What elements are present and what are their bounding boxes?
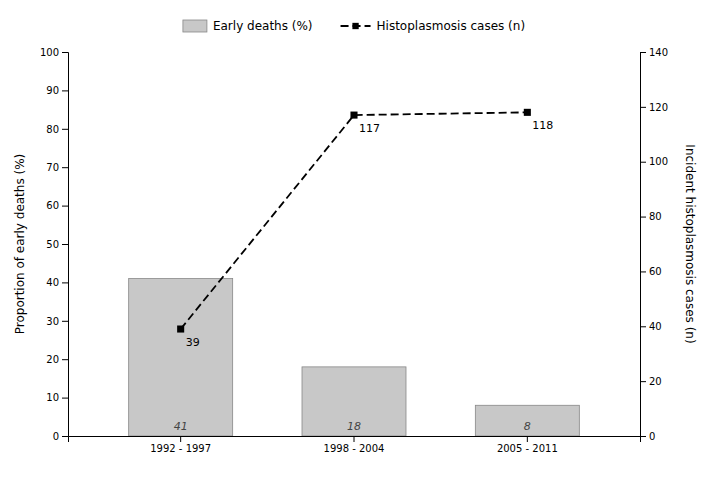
legend-item: Histoplasmosis cases (n) xyxy=(341,19,526,33)
y2-tick-label: 140 xyxy=(649,47,668,58)
y2-tick: 40 xyxy=(640,321,662,332)
y2-tick-mark xyxy=(640,52,646,53)
chart: 1992 - 1997 1998 - 2004 2005 - 2011 0 10 20 30… xyxy=(0,0,712,480)
y-tick-mark xyxy=(62,398,68,399)
bar xyxy=(475,405,579,436)
axis-line xyxy=(69,437,641,443)
y-tick-label: 70 xyxy=(46,162,59,173)
bar xyxy=(129,279,233,436)
y-tick-mark xyxy=(62,436,68,437)
bar xyxy=(302,367,406,436)
y-tick: 10 xyxy=(46,392,68,403)
y-tick-label: 40 xyxy=(46,277,59,288)
data-labels: 41 18 8 39 117 118 xyxy=(174,119,554,433)
y-tick-label: 100 xyxy=(40,47,59,58)
y-tick-label: 0 xyxy=(53,431,59,442)
y2-tick-mark xyxy=(640,162,646,163)
y-tick: 0 xyxy=(53,431,68,442)
x-axis: 1992 - 1997 1998 - 2004 2005 - 2011 xyxy=(69,436,641,454)
y-tick-label: 50 xyxy=(46,239,59,250)
y-tick-label: 60 xyxy=(46,200,59,211)
plot: 1992 - 1997 1998 - 2004 2005 - 2011 0 10 20 30… xyxy=(40,47,668,454)
x-tick-mark xyxy=(354,436,355,442)
y2-tick-label: 80 xyxy=(649,211,662,222)
line-label: 118 xyxy=(532,119,553,132)
marker xyxy=(524,109,531,116)
y2-tick-mark xyxy=(640,326,646,327)
legend: Early deaths (%) Histoplasmosis cases (n) xyxy=(183,19,525,33)
y2-tick: 80 xyxy=(640,211,662,222)
y-tick: 80 xyxy=(46,124,68,135)
legend-label: Early deaths (%) xyxy=(213,19,313,33)
legend-swatch xyxy=(183,20,207,32)
legend-marker xyxy=(352,23,358,29)
axis-line xyxy=(641,53,647,437)
line-label: 39 xyxy=(186,336,200,349)
y2-tick-mark xyxy=(640,271,646,272)
bar-label: 41 xyxy=(174,420,188,433)
bar-label: 18 xyxy=(347,420,361,433)
y2-tick: 140 xyxy=(640,47,668,58)
y-tick: 40 xyxy=(46,277,68,288)
y-tick-mark xyxy=(62,206,68,207)
x-tick-label: 2005 - 2011 xyxy=(497,443,558,454)
y2-tick-mark xyxy=(640,107,646,108)
y2-tick: 120 xyxy=(640,102,668,113)
y-tick-label: 80 xyxy=(46,124,59,135)
y2-tick-label: 40 xyxy=(649,321,662,332)
y2-tick: 60 xyxy=(640,266,662,277)
y-tick-mark xyxy=(62,282,68,283)
x-tick-label: 1998 - 2004 xyxy=(324,443,385,454)
y-tick-mark xyxy=(62,129,68,130)
y-axis: 0 10 20 30 40 50 60 70 80 90 100 xyxy=(40,47,69,442)
marker xyxy=(177,325,184,332)
y2-tick-mark xyxy=(640,217,646,218)
y-tick-mark xyxy=(62,321,68,322)
y-tick: 30 xyxy=(46,316,68,327)
y2-tick: 20 xyxy=(640,376,662,387)
y-tick-mark xyxy=(62,52,68,53)
y2-axis-title: Incident histoplasmosis cases (n) xyxy=(683,144,697,343)
y-tick: 50 xyxy=(46,239,68,250)
y2-tick: 100 xyxy=(640,156,668,167)
marks xyxy=(129,109,580,436)
x-tick-label: 1992 - 1997 xyxy=(150,443,211,454)
y-tick: 20 xyxy=(46,354,68,365)
y2-tick-mark xyxy=(640,381,646,382)
line xyxy=(181,112,528,329)
y-tick: 70 xyxy=(46,162,68,173)
y-tick-mark xyxy=(62,167,68,168)
line-label: 117 xyxy=(359,122,380,135)
axis-line xyxy=(62,53,69,437)
marker xyxy=(350,112,357,119)
y-tick: 60 xyxy=(46,200,68,211)
y-tick-label: 10 xyxy=(46,392,59,403)
x-tick-mark xyxy=(527,436,528,442)
y2-tick-label: 60 xyxy=(649,266,662,277)
x-tick: 1998 - 2004 xyxy=(324,436,385,454)
y-tick-mark xyxy=(62,244,68,245)
y2-tick: 0 xyxy=(640,431,655,442)
legend-label: Histoplasmosis cases (n) xyxy=(377,19,526,33)
y-tick: 100 xyxy=(40,47,68,58)
y2-axis: 0 20 40 60 80 100 120 140 xyxy=(640,47,668,442)
x-tick: 1992 - 1997 xyxy=(150,436,211,454)
y-tick-mark xyxy=(62,90,68,91)
y2-tick-label: 100 xyxy=(649,156,668,167)
y-axis-title: Proportion of early deaths (%) xyxy=(13,154,27,335)
y-tick-mark xyxy=(62,359,68,360)
y-tick-label: 90 xyxy=(46,85,59,96)
x-tick: 2005 - 2011 xyxy=(497,436,558,454)
y-tick: 90 xyxy=(46,85,68,96)
legend-item: Early deaths (%) xyxy=(183,19,313,33)
y2-tick-label: 120 xyxy=(649,102,668,113)
x-tick-mark xyxy=(180,436,181,442)
y-tick-label: 20 xyxy=(46,354,59,365)
y2-tick-label: 0 xyxy=(649,431,655,442)
bar-label: 8 xyxy=(524,420,531,433)
y2-tick-label: 20 xyxy=(649,376,662,387)
y2-tick-mark xyxy=(640,436,646,437)
y-tick-label: 30 xyxy=(46,316,59,327)
